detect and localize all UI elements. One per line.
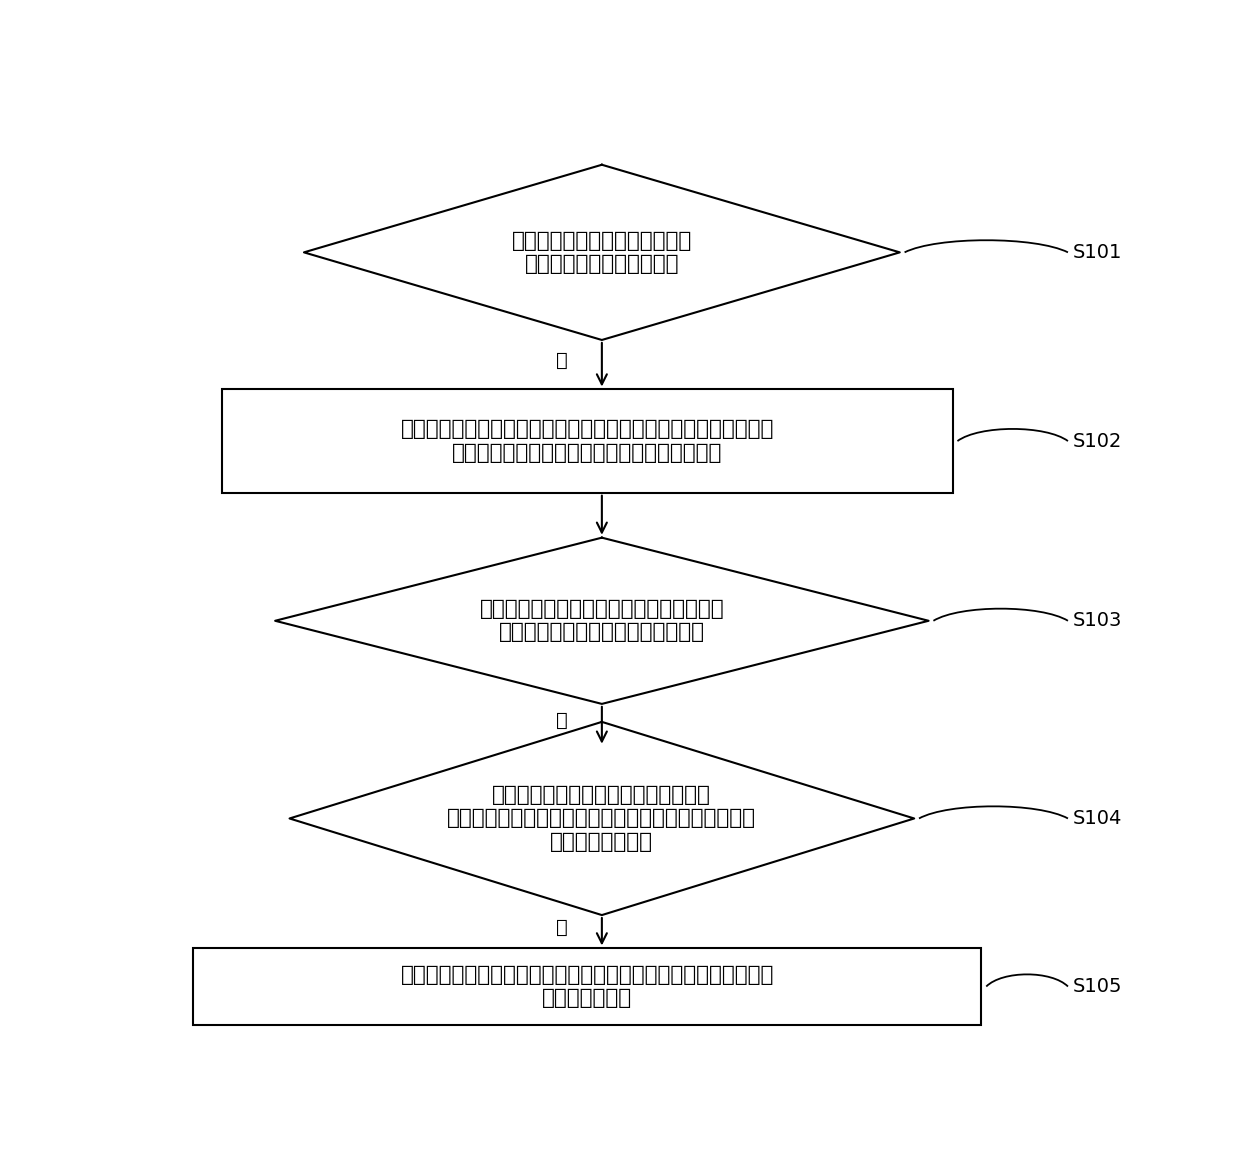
- Text: S101: S101: [1073, 243, 1122, 261]
- Text: S103: S103: [1073, 612, 1122, 630]
- Text: 如果是，或者当前时间与电机扭矩值最大时刻之差大于保护时间，
则结束终点监控: 如果是，或者当前时间与电机扭矩值最大时刻之差大于保护时间， 则结束终点监控: [401, 965, 774, 1008]
- Text: S104: S104: [1073, 809, 1122, 827]
- Text: 是: 是: [557, 351, 568, 370]
- Bar: [193, 949, 982, 1025]
- Text: 在对晶圆进行机械化学抛光时，
判断是否进入第一预设时刻: 在对晶圆进行机械化学抛光时， 判断是否进入第一预设时刻: [512, 231, 692, 274]
- Text: S102: S102: [1073, 432, 1122, 450]
- Text: 如果是，则每间隔预设时间连续采集多组扭矩值，每组扭矩值包括
至少一个扭矩值，并获取每组扭矩值的扭矩均值: 如果是，则每间隔预设时间连续采集多组扭矩值，每组扭矩值包括 至少一个扭矩值，并获…: [401, 419, 774, 462]
- Text: S105: S105: [1073, 977, 1122, 995]
- Text: 是: 是: [557, 917, 568, 937]
- Text: 如果是，则得到电机扭矩值最大时刻，
并判断与扭矩均值相邻的两组扭矩值的扭矩均值之差是
否大于第二预设值: 如果是，则得到电机扭矩值最大时刻， 并判断与扭矩均值相邻的两组扭矩值的扭矩均值之…: [448, 785, 756, 852]
- Bar: [222, 390, 952, 492]
- Text: 是: 是: [557, 711, 568, 731]
- Text: 判断扭矩均值与下一组扭矩值中首个扭矩值
之间的绝对误差是否小于第一预设值: 判断扭矩均值与下一组扭矩值中首个扭矩值 之间的绝对误差是否小于第一预设值: [480, 599, 724, 642]
